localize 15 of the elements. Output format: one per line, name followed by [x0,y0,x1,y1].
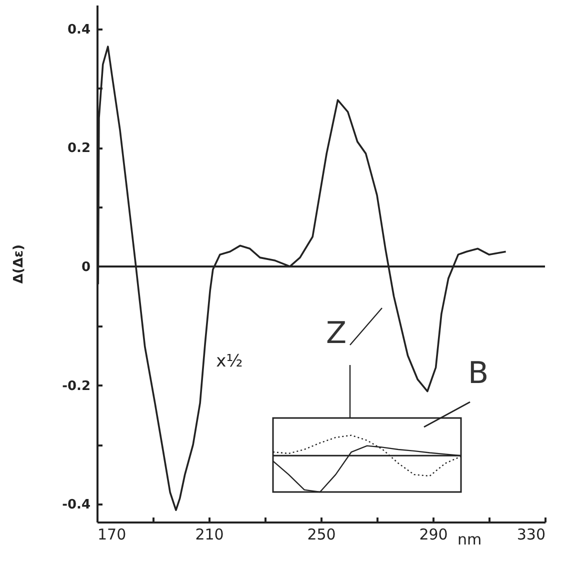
x-tick-label: 170 [98,526,126,544]
y-tick-label: 0 [81,260,90,275]
x-tick-label: 330 [516,526,546,544]
y-axis-title: Δ(Δε) [12,244,26,284]
x-tick-label: 290 [419,526,448,544]
x-axis-title: nm [457,530,482,548]
y-tick-label: 0.4 [67,22,90,38]
annotation: Z [326,316,347,351]
annotation: B [468,356,489,391]
x-tick-label: 210 [195,526,224,544]
y-tick-label: -0.2 [62,378,90,394]
y-tick-label: -0.4 [62,498,90,513]
y-tick-label: 0.2 [67,141,90,156]
x-tick-label: 250 [307,526,336,544]
annotation: x½ [216,351,243,372]
